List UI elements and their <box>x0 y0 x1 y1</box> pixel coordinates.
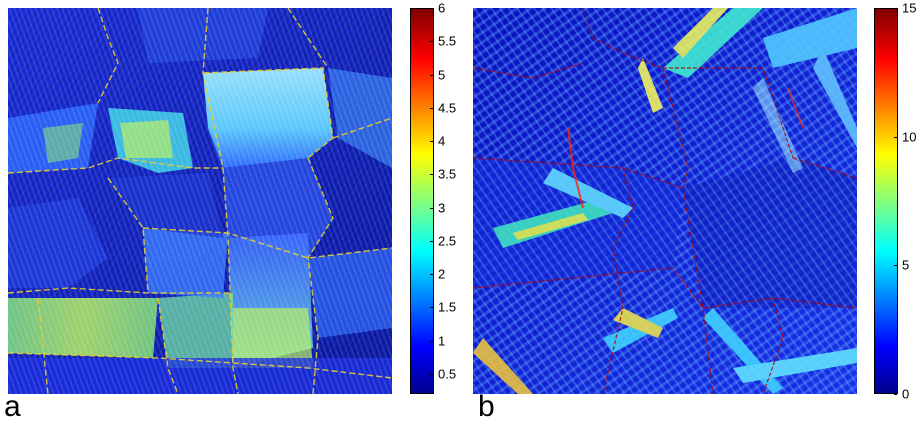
panel-label-b: b <box>478 390 495 423</box>
colorbar-tick-mark <box>430 107 433 109</box>
colorbar-tick-label: 1 <box>438 333 446 349</box>
colorbar-tick-label: 4 <box>438 133 446 149</box>
colorbar-tick-label: 4.5 <box>438 100 457 116</box>
colorbar-tick-label: 5 <box>438 67 446 83</box>
colorbar-tick-label: 1.5 <box>438 299 457 315</box>
heatmap-b <box>473 8 857 394</box>
colorbar-tick-mark <box>894 265 897 267</box>
colorbar-tick-mark <box>430 374 433 376</box>
colorbar-tick-mark <box>894 136 897 138</box>
colorbar-tick-label: 5.5 <box>438 33 457 49</box>
colorbar-tick-mark <box>430 41 433 43</box>
colorbar-tick-mark <box>894 394 897 395</box>
colorbar-tick-mark <box>894 8 897 9</box>
colorbar-tick-label: 6 <box>438 0 446 16</box>
colorbar-tick-mark <box>430 141 433 143</box>
colorbar-tick-mark <box>430 174 433 176</box>
colorbar-tick-label: 3 <box>438 200 446 216</box>
colorbar-tick-mark <box>430 207 433 209</box>
colorbar-tick-mark <box>430 74 433 76</box>
colorbar-tick-label: 15 <box>902 0 916 16</box>
colorbar-tick-mark <box>430 274 433 276</box>
colorbar-tick-label: 10 <box>902 129 916 145</box>
colorbar-tick-mark <box>430 307 433 309</box>
panel-label-a: a <box>4 390 21 423</box>
colorbar-tick-mark <box>430 8 433 9</box>
heatmap-a <box>8 8 392 394</box>
colorbar-tick-label: 5 <box>902 257 910 273</box>
colorbar-tick-label: 2 <box>438 266 446 282</box>
colorbar-tick-label: 2.5 <box>438 233 457 249</box>
colorbar-tick-mark <box>430 240 433 242</box>
colorbar-b <box>874 8 898 394</box>
colorbar-tick-label: 0.5 <box>438 366 457 382</box>
colorbar-tick-label: 0 <box>902 386 910 402</box>
colorbar-a <box>410 8 434 394</box>
colorbar-tick-label: 3.5 <box>438 166 457 182</box>
colorbar-tick-mark <box>430 340 433 342</box>
